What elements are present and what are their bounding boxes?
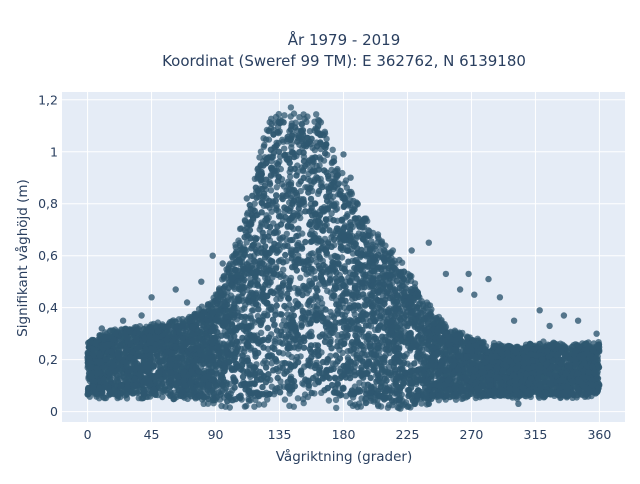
data-point (375, 401, 381, 407)
data-point (258, 330, 264, 336)
data-point (352, 311, 358, 317)
data-point (277, 339, 283, 345)
data-point (261, 144, 267, 150)
data-point (256, 401, 262, 407)
data-point (388, 260, 394, 266)
data-point (278, 311, 284, 317)
data-point (256, 154, 262, 160)
data-point (339, 292, 345, 298)
data-point (218, 403, 224, 409)
data-point (263, 136, 269, 142)
data-point (341, 224, 347, 230)
data-point (247, 397, 253, 403)
data-point (339, 331, 345, 337)
data-point (330, 147, 336, 153)
data-point (333, 405, 339, 411)
data-point (316, 188, 322, 194)
data-point (355, 201, 361, 207)
data-point (263, 364, 269, 370)
data-point (360, 236, 366, 242)
data-point (339, 217, 345, 223)
data-point (286, 403, 292, 409)
data-point (224, 392, 230, 398)
data-point (269, 166, 275, 172)
data-point (282, 396, 288, 402)
data-point (332, 253, 338, 259)
data-point (271, 338, 277, 344)
data-point (295, 395, 301, 401)
data-point (316, 254, 322, 260)
data-point (239, 246, 245, 252)
data-point (349, 339, 355, 345)
data-point (288, 104, 294, 110)
data-point (313, 293, 319, 299)
data-point (326, 397, 332, 403)
data-point (227, 404, 233, 410)
data-point (405, 403, 411, 409)
data-point (408, 278, 414, 284)
data-point (268, 116, 274, 122)
data-point (232, 242, 238, 248)
data-point (425, 302, 431, 308)
data-point (233, 250, 239, 256)
data-point (268, 187, 274, 193)
data-point (315, 117, 321, 123)
data-point (226, 262, 232, 268)
data-point (313, 111, 319, 117)
data-point (238, 225, 244, 231)
data-point (342, 180, 348, 186)
data-point (299, 121, 305, 127)
data-point (399, 260, 405, 266)
data-point (319, 331, 325, 337)
data-point (308, 251, 314, 257)
data-point (273, 358, 279, 364)
data-point (274, 327, 280, 333)
data-point (331, 158, 337, 164)
data-point (375, 231, 381, 237)
data-point (345, 247, 351, 253)
data-point (379, 241, 385, 247)
data-point (247, 253, 253, 259)
data-point (344, 213, 350, 219)
data-point (308, 281, 314, 287)
data-point (288, 113, 294, 119)
data-point (220, 274, 226, 280)
data-point (352, 402, 358, 408)
data-point (276, 247, 282, 253)
data-point (248, 315, 254, 321)
data-point (390, 247, 396, 253)
data-point (399, 402, 405, 408)
data-point (304, 113, 310, 119)
data-point (282, 252, 288, 258)
data-point (297, 275, 303, 281)
data-point (334, 225, 340, 231)
data-point (300, 308, 306, 314)
data-point (268, 125, 274, 131)
data-point (330, 194, 336, 200)
